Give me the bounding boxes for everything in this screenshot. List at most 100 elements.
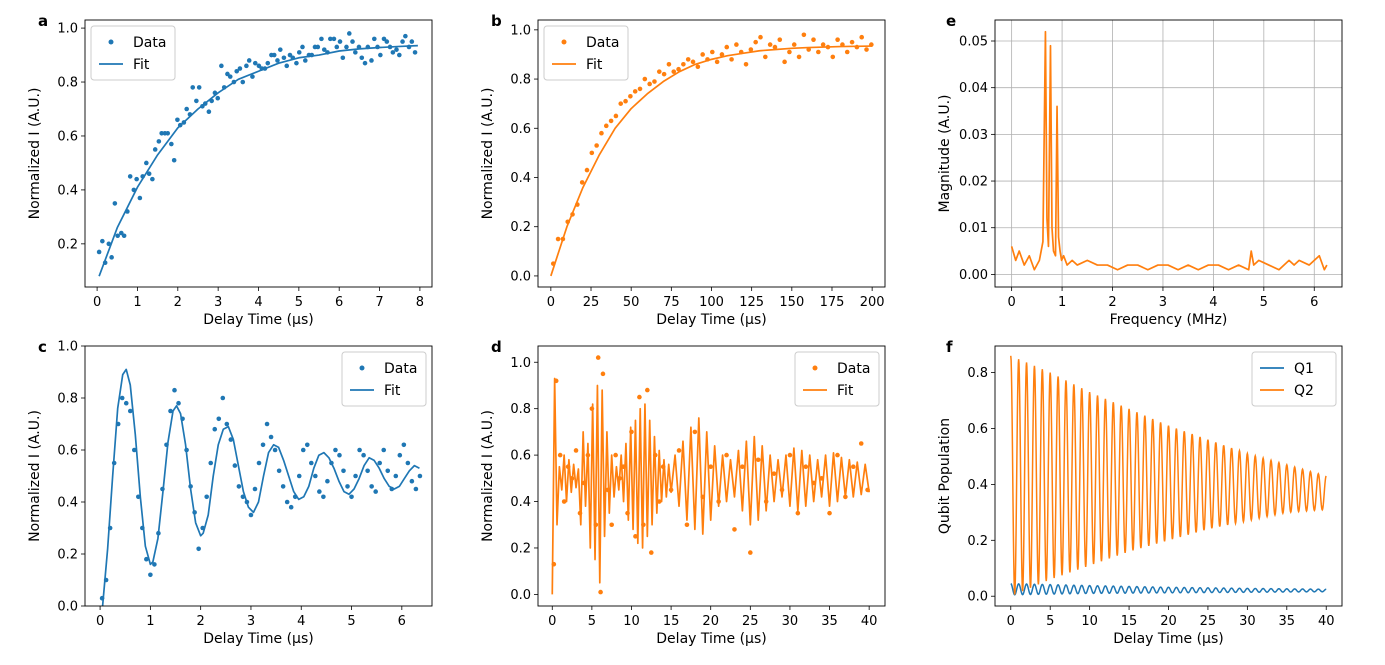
data-point <box>373 489 378 494</box>
data-point <box>787 49 792 55</box>
fit-line <box>98 44 418 277</box>
panel-a: 0 1 2 3 4 5 6 7 8 0.2 0.4 0.6 0.8 1.0 Delay Time (μs) N… <box>27 12 433 328</box>
data-point <box>281 55 287 61</box>
data-point <box>671 69 677 74</box>
data-point <box>234 68 240 74</box>
y-axis-label: Normalized I (A.U.) <box>480 410 496 542</box>
data-point <box>220 395 226 401</box>
data-point <box>206 109 212 114</box>
data-point <box>256 460 262 466</box>
x-tick-label: 0 <box>1007 614 1015 629</box>
data-point <box>820 42 826 47</box>
data-point <box>743 61 749 67</box>
data-point <box>127 174 133 179</box>
data-point <box>328 36 333 42</box>
x-tick-label: 25 <box>1200 614 1217 629</box>
data-point <box>603 123 609 129</box>
data-point <box>647 81 652 87</box>
x-tick-label: 6 <box>1310 295 1318 310</box>
y-tick-label: 0.6 <box>57 444 78 459</box>
data-point <box>196 85 202 90</box>
data-point <box>771 471 777 476</box>
data-point <box>165 130 171 136</box>
data-point <box>268 434 274 440</box>
panel-letter: d <box>491 338 502 356</box>
data-point <box>397 52 402 58</box>
x-tick-label: 10 <box>1081 614 1098 629</box>
x-tick-label: 35 <box>1279 614 1296 629</box>
axes-frame <box>537 345 886 607</box>
legend-marker <box>108 39 114 45</box>
legend: Data Fit <box>543 25 629 81</box>
x-axis-label: Frequency (MHz) <box>1110 312 1228 328</box>
x-tick-label: 5 <box>1046 614 1054 629</box>
x-tick-label: 30 <box>782 614 799 629</box>
plot-area <box>96 31 418 277</box>
data-point <box>589 150 595 156</box>
panel-letter: b <box>491 12 502 30</box>
x-tick-label: 40 <box>861 614 878 629</box>
data-point <box>827 510 832 516</box>
data-point <box>309 460 314 466</box>
data-point <box>803 464 809 470</box>
x-tick-label: 6 <box>335 295 343 310</box>
legend-box <box>794 351 880 407</box>
data-point <box>250 74 255 79</box>
x-tick-label: 5 <box>1260 295 1268 310</box>
axes-frame <box>537 19 886 288</box>
x-tick-label: 6 <box>398 614 406 629</box>
legend-label: Data <box>384 361 417 377</box>
data-point <box>377 460 382 466</box>
data-point <box>236 484 242 489</box>
y-tick-label: 0.6 <box>510 122 531 137</box>
data-point <box>208 460 214 466</box>
legend-label: Data <box>133 35 166 51</box>
legend-box <box>543 25 629 81</box>
data-point <box>623 98 628 104</box>
data-point <box>648 550 654 555</box>
data-point <box>758 34 763 40</box>
data-point <box>361 452 366 458</box>
data-point <box>753 39 758 45</box>
x-tick-label: 4 <box>254 295 262 310</box>
data-point <box>381 447 387 453</box>
y-tick-label: 0.0 <box>967 590 988 605</box>
data-point <box>340 55 346 61</box>
y-tick-label: 0.01 <box>959 221 988 236</box>
x-axis-label: Delay Time (μs) <box>656 312 766 328</box>
x-tick-label: 15 <box>1121 614 1138 629</box>
x-tick-label: 1 <box>146 614 154 629</box>
data-point <box>795 510 801 516</box>
legend-label: Fit <box>837 383 854 399</box>
series-line-q2 <box>1010 355 1327 595</box>
data-point <box>844 49 850 55</box>
data-point <box>695 64 701 70</box>
data-point <box>337 452 342 458</box>
data-point <box>216 416 222 422</box>
legend-marker <box>561 39 567 45</box>
data-point <box>378 52 383 58</box>
data-point <box>397 452 403 458</box>
y-tick-label: 1.0 <box>57 22 78 37</box>
x-tick-label: 3 <box>247 614 255 629</box>
x-tick-label: 0 <box>548 614 556 629</box>
legend-label: Data <box>586 35 619 51</box>
x-tick-label: 10 <box>623 614 640 629</box>
data-point <box>228 437 234 442</box>
fit-line <box>550 45 873 277</box>
legend-marker <box>359 365 365 371</box>
x-axis-label: Delay Time (μs) <box>203 312 313 328</box>
data-point <box>252 60 258 66</box>
data-point <box>645 387 650 393</box>
data-point <box>628 93 633 99</box>
data-point <box>137 195 143 201</box>
x-tick-label: 100 <box>699 295 724 310</box>
x-tick-label: 25 <box>742 614 759 629</box>
y-axis-label: Magnitude (A.U.) <box>937 94 953 212</box>
data-point <box>859 34 865 40</box>
series-line-q1 <box>1010 582 1327 596</box>
data-point <box>260 442 266 448</box>
data-point <box>851 464 856 470</box>
x-tick-label: 200 <box>860 295 885 310</box>
